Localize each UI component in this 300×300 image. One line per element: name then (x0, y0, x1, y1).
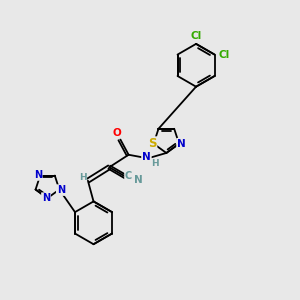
Text: N: N (34, 170, 42, 180)
Text: Cl: Cl (218, 50, 230, 60)
Text: N: N (42, 193, 50, 203)
Text: H: H (151, 159, 158, 168)
Text: N: N (142, 152, 151, 162)
Text: Cl: Cl (190, 31, 202, 40)
Text: S: S (148, 137, 156, 150)
Text: C: C (125, 171, 132, 181)
Text: O: O (113, 128, 122, 138)
Text: H: H (79, 173, 86, 182)
Text: N: N (177, 139, 186, 149)
Text: N: N (134, 175, 142, 185)
Text: N: N (57, 185, 65, 195)
